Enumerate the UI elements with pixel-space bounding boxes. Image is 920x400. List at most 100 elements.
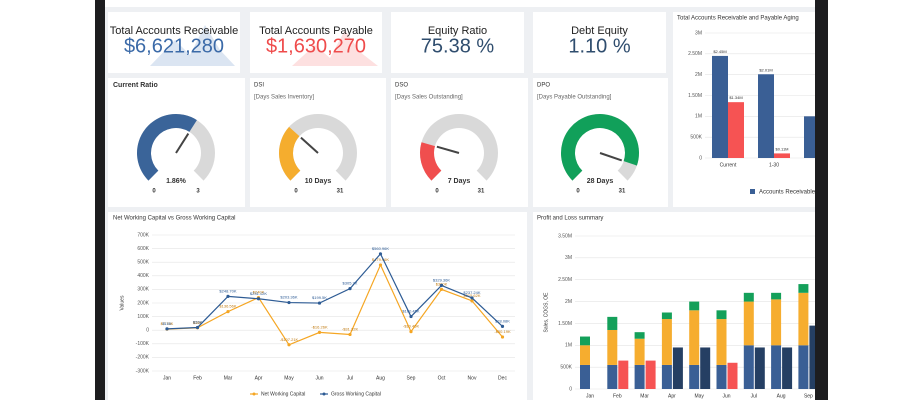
y-tick-label: 200K: [137, 300, 149, 306]
point: [348, 332, 352, 337]
gauge-needle: [436, 145, 460, 154]
x-tick-label: Jun: [315, 375, 323, 381]
bar-segment: [580, 336, 590, 346]
gauge-min: 0: [152, 189, 156, 195]
card: [533, 12, 666, 73]
y-tick-label: 3M: [695, 30, 702, 36]
gauge-fill: [561, 114, 640, 181]
data-label: $240K: [253, 290, 265, 295]
data-label: $100.45K: [402, 309, 419, 314]
chart-title: Total Accounts Receivable and Payable Ag…: [677, 16, 799, 22]
bar-segment: [607, 329, 618, 365]
bar: [782, 347, 793, 389]
gauge-title: DSI: [254, 83, 264, 89]
legend-label: Net Working Capital: [261, 391, 305, 397]
x-tick-label: Aug: [777, 393, 786, 399]
point: [287, 300, 291, 305]
y-tick-label: 0: [699, 155, 702, 161]
gauge-title: DSO: [395, 83, 408, 89]
point: [317, 301, 322, 305]
bar: [672, 347, 683, 389]
y-tick-label: 2M: [695, 72, 702, 78]
point: [470, 296, 474, 300]
card: [108, 78, 245, 207]
data-label: $2.45M: [713, 49, 726, 54]
gauge-max: 3: [196, 189, 200, 195]
data-label: $2.01M: [759, 67, 772, 72]
content: Total Accounts Receivable$6,621,280 Total…: [110, 16, 799, 398]
bar-segment: [634, 364, 645, 389]
x-tick-label: Dec: [498, 375, 507, 381]
gauge-min: 0: [576, 189, 580, 195]
data-label: -$50.19K: [494, 329, 511, 334]
x-tick-label: Sep: [407, 375, 416, 381]
x-tick-label: Jul: [347, 375, 353, 381]
bar-segment: [607, 316, 618, 330]
bar: [700, 347, 711, 389]
line: [166, 263, 503, 346]
point: [378, 252, 383, 256]
card: [391, 12, 524, 73]
x-tick-label: May: [284, 375, 294, 381]
chart-title: Net Working Capital vs Gross Working Cap…: [113, 216, 236, 222]
sparkline-decor: [292, 30, 378, 66]
y-tick-label: -200K: [136, 355, 150, 361]
data-label: $215.62K: [463, 293, 480, 298]
point: [500, 324, 505, 328]
kpi-value: 1.10 %: [568, 35, 630, 57]
x-tick-label: Apr: [668, 393, 676, 399]
gauge-value: 10 Days: [305, 178, 332, 185]
x-tick-label: Jul: [751, 393, 757, 399]
gauge-subtitle: [Days Payable Outstanding]: [537, 95, 612, 101]
clipped-content: 0 500K 1M 1.50M 2M 2.50M 3M Current $2.45M $1.34M…: [558, 30, 816, 399]
y-tick-label: 1.50M: [558, 321, 572, 327]
data-label: -$10.45K: [403, 324, 420, 329]
bar: [758, 74, 774, 158]
x-tick-label: Current: [720, 162, 737, 168]
bar-segment: [798, 345, 809, 389]
gauge-title: Current Ratio: [113, 82, 158, 89]
data-label: $560.96K: [372, 246, 389, 251]
y-tick-label: 700K: [137, 232, 149, 238]
gauge-subtitle: [Days Sales Inventory]: [254, 95, 314, 101]
data-label: $329.36K: [433, 277, 450, 282]
kpi-title: Equity Ratio: [428, 25, 487, 37]
y-tick-label: 100K: [137, 314, 149, 320]
bar: [809, 325, 815, 389]
y-tick-label: 2M: [565, 299, 572, 305]
card: [250, 78, 386, 207]
y-tick-label: 0: [569, 386, 572, 392]
data-label: $18K: [193, 320, 203, 325]
bar-segment: [743, 301, 754, 346]
data-label: $28.08K: [495, 318, 510, 323]
bar-segment: [634, 332, 645, 339]
x-tick-label: Nov: [468, 375, 477, 381]
kpi-title: Total Accounts Payable: [259, 25, 373, 37]
bar-segment: [661, 319, 672, 365]
bar-segment: [580, 364, 590, 389]
data-label: $305.7K: [343, 281, 358, 286]
kpi-value: $1,630,270: [266, 35, 366, 57]
gauge-fill: [420, 142, 442, 181]
legend-icon: [252, 392, 256, 396]
bar-segment: [716, 319, 727, 365]
bar-segment: [716, 310, 727, 320]
bar: [645, 360, 656, 389]
gauge-max: 31: [337, 189, 344, 195]
legend-label: Accounts Receivable: [759, 190, 816, 196]
bar-segment: [689, 310, 700, 365]
gauge-fill: [279, 126, 301, 181]
legend-icon: [750, 189, 755, 194]
point: [287, 343, 291, 347]
gauge-track: [279, 114, 357, 181]
gauge-value: 1.86%: [166, 178, 187, 185]
bar: [804, 116, 815, 158]
gauge-needle: [300, 136, 319, 154]
cards: [108, 12, 815, 400]
point: [348, 287, 352, 291]
bar-segment: [689, 301, 700, 311]
x-tick-label: Mar: [224, 375, 233, 381]
gauge-needle: [175, 133, 190, 154]
x-tick-label: Jan: [586, 393, 594, 399]
bar: [712, 55, 728, 158]
